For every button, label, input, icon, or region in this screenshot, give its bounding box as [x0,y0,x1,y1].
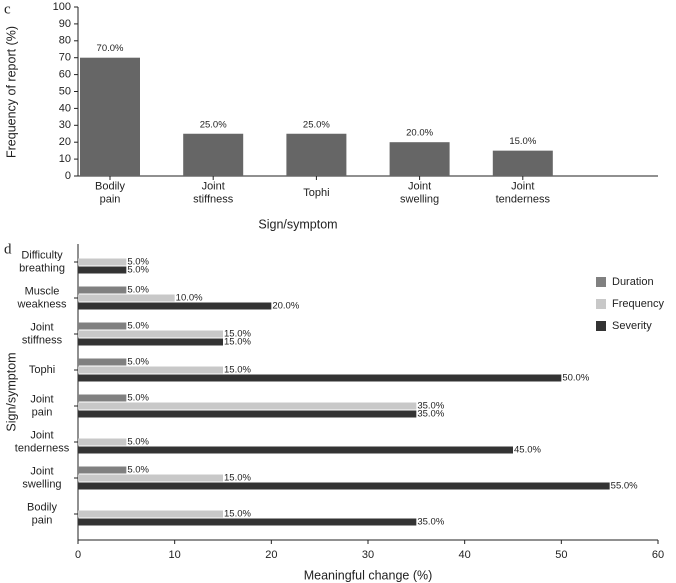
bar [78,402,417,410]
bar [78,258,127,266]
bar [78,466,127,474]
value-label: 25.0% [303,119,330,130]
value-label: 15.0% [509,136,536,147]
y-tick-label: 70 [59,52,71,64]
y-tick-label: 60 [59,69,71,81]
x-axis-label: Meaningful change (%) [304,568,433,582]
bar [78,366,223,374]
value-label: 5.0% [127,465,149,476]
x-tick-label: 50 [555,549,567,561]
x-axis-label: Sign/symptom [258,217,337,231]
value-label: 45.0% [514,445,541,456]
x-tick-label: Joint swelling [400,180,439,205]
bar [78,410,417,418]
bar [78,446,513,454]
x-tick-label: 10 [169,549,181,561]
value-label: 25.0% [200,119,227,130]
bar [78,394,127,402]
x-tick-label: Joint tenderness [496,180,551,205]
y-tick-label: 10 [59,153,71,165]
value-label: 15.0% [224,509,251,520]
bar [78,322,127,330]
y-tick-label: Bodily pain [27,501,57,526]
legend-label: Severity [612,320,652,332]
legend-swatch [596,321,606,331]
value-label: 35.0% [417,401,444,412]
value-label: 55.0% [611,481,638,492]
bar [78,482,610,490]
value-label: 15.0% [224,337,251,348]
value-label: 20.0% [406,128,433,139]
value-label: 35.0% [417,409,444,420]
bar [78,374,562,382]
bar [286,133,347,176]
bar [78,302,272,310]
x-tick-label: 60 [652,549,664,561]
value-label: 35.0% [417,517,444,528]
bar [78,474,223,482]
bar [80,57,140,177]
value-label: 5.0% [127,393,149,404]
value-label: 5.0% [127,437,149,448]
y-tick-label: 50 [59,85,71,97]
y-tick-label: 20 [59,136,71,148]
x-tick-label: Joint stiffness [193,180,234,205]
bar [492,150,553,176]
y-tick-label: 0 [65,170,71,182]
legend-swatch [596,299,606,309]
legend-label: Duration [612,276,654,288]
legend-swatch [596,277,606,287]
y-axis-label: Sign/symptom [4,352,18,431]
y-tick-label: 100 [53,1,71,13]
bar [78,510,223,518]
value-label: 5.0% [127,257,149,268]
bar [78,266,127,274]
x-tick-label: 0 [75,549,81,561]
y-tick-label: 40 [59,102,71,114]
value-label: 15.0% [224,365,251,376]
y-axis-label: Frequency of report (%) [4,26,18,158]
value-label: 20.0% [272,301,299,312]
y-tick-label: Joint swelling [22,465,61,490]
value-label: 70.0% [97,43,124,54]
bar [78,294,175,302]
panel-label: c [4,1,11,17]
value-label: 50.0% [562,373,589,384]
y-tick-label: 80 [59,35,71,47]
y-tick-label: Tophi [29,364,55,376]
bar [78,338,223,346]
value-label: 15.0% [224,473,251,484]
x-tick-label: Tophi [303,187,329,199]
x-tick-label: Bodily pain [95,180,125,205]
value-label: 5.0% [127,285,149,296]
y-tick-label: Joint stiffness [22,321,63,346]
bar [389,142,450,176]
bar [78,358,127,366]
x-tick-label: 40 [459,549,471,561]
y-tick-label: 30 [59,119,71,131]
bar [78,330,223,338]
y-tick-label: 90 [59,18,71,30]
bar [78,286,127,294]
legend-label: Frequency [612,298,664,310]
value-label: 10.0% [176,293,203,304]
value-label: 5.0% [127,321,149,332]
x-tick-label: 20 [265,549,277,561]
x-tick-label: 30 [362,549,374,561]
y-tick-label: Joint tenderness [15,429,70,454]
panel-label: d [4,241,12,257]
y-tick-label: Muscle weakness [17,285,67,310]
bar [78,518,417,526]
bar [78,438,127,446]
bar [183,133,244,176]
y-tick-label: Difficulty breathing [19,249,65,274]
value-label: 15.0% [224,329,251,340]
value-label: 5.0% [127,357,149,368]
value-label: 5.0% [127,265,149,276]
y-tick-label: Joint pain [30,393,53,418]
